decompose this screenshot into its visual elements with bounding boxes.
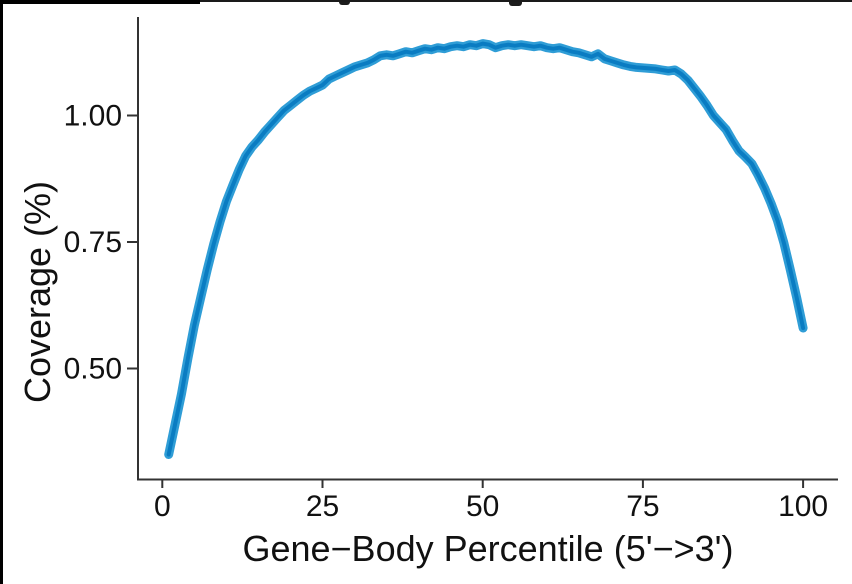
clipped-title-descender-mark [339,2,350,5]
x-tick-label: 50 [466,490,499,523]
coverage-curve-line [166,41,806,457]
y-axis-title: Coverage (%) [17,180,58,404]
y-tick-label: 0.50 [64,353,122,386]
x-axis-title: Gene−Body Percentile (5'−>3') [242,528,734,569]
x-tick-label: 0 [154,490,171,523]
window-frame-left-border [0,0,3,584]
window-frame-top-border [0,0,852,2]
y-tick-label: 1.00 [64,100,122,133]
x-tick-label: 25 [306,490,339,523]
x-tick-label: 100 [778,490,828,523]
clipped-title-descender-mark [509,2,522,6]
y-tick-label: 0.75 [64,226,122,259]
x-tick-label: 75 [626,490,659,523]
window-frame-top-left-border [0,0,200,4]
